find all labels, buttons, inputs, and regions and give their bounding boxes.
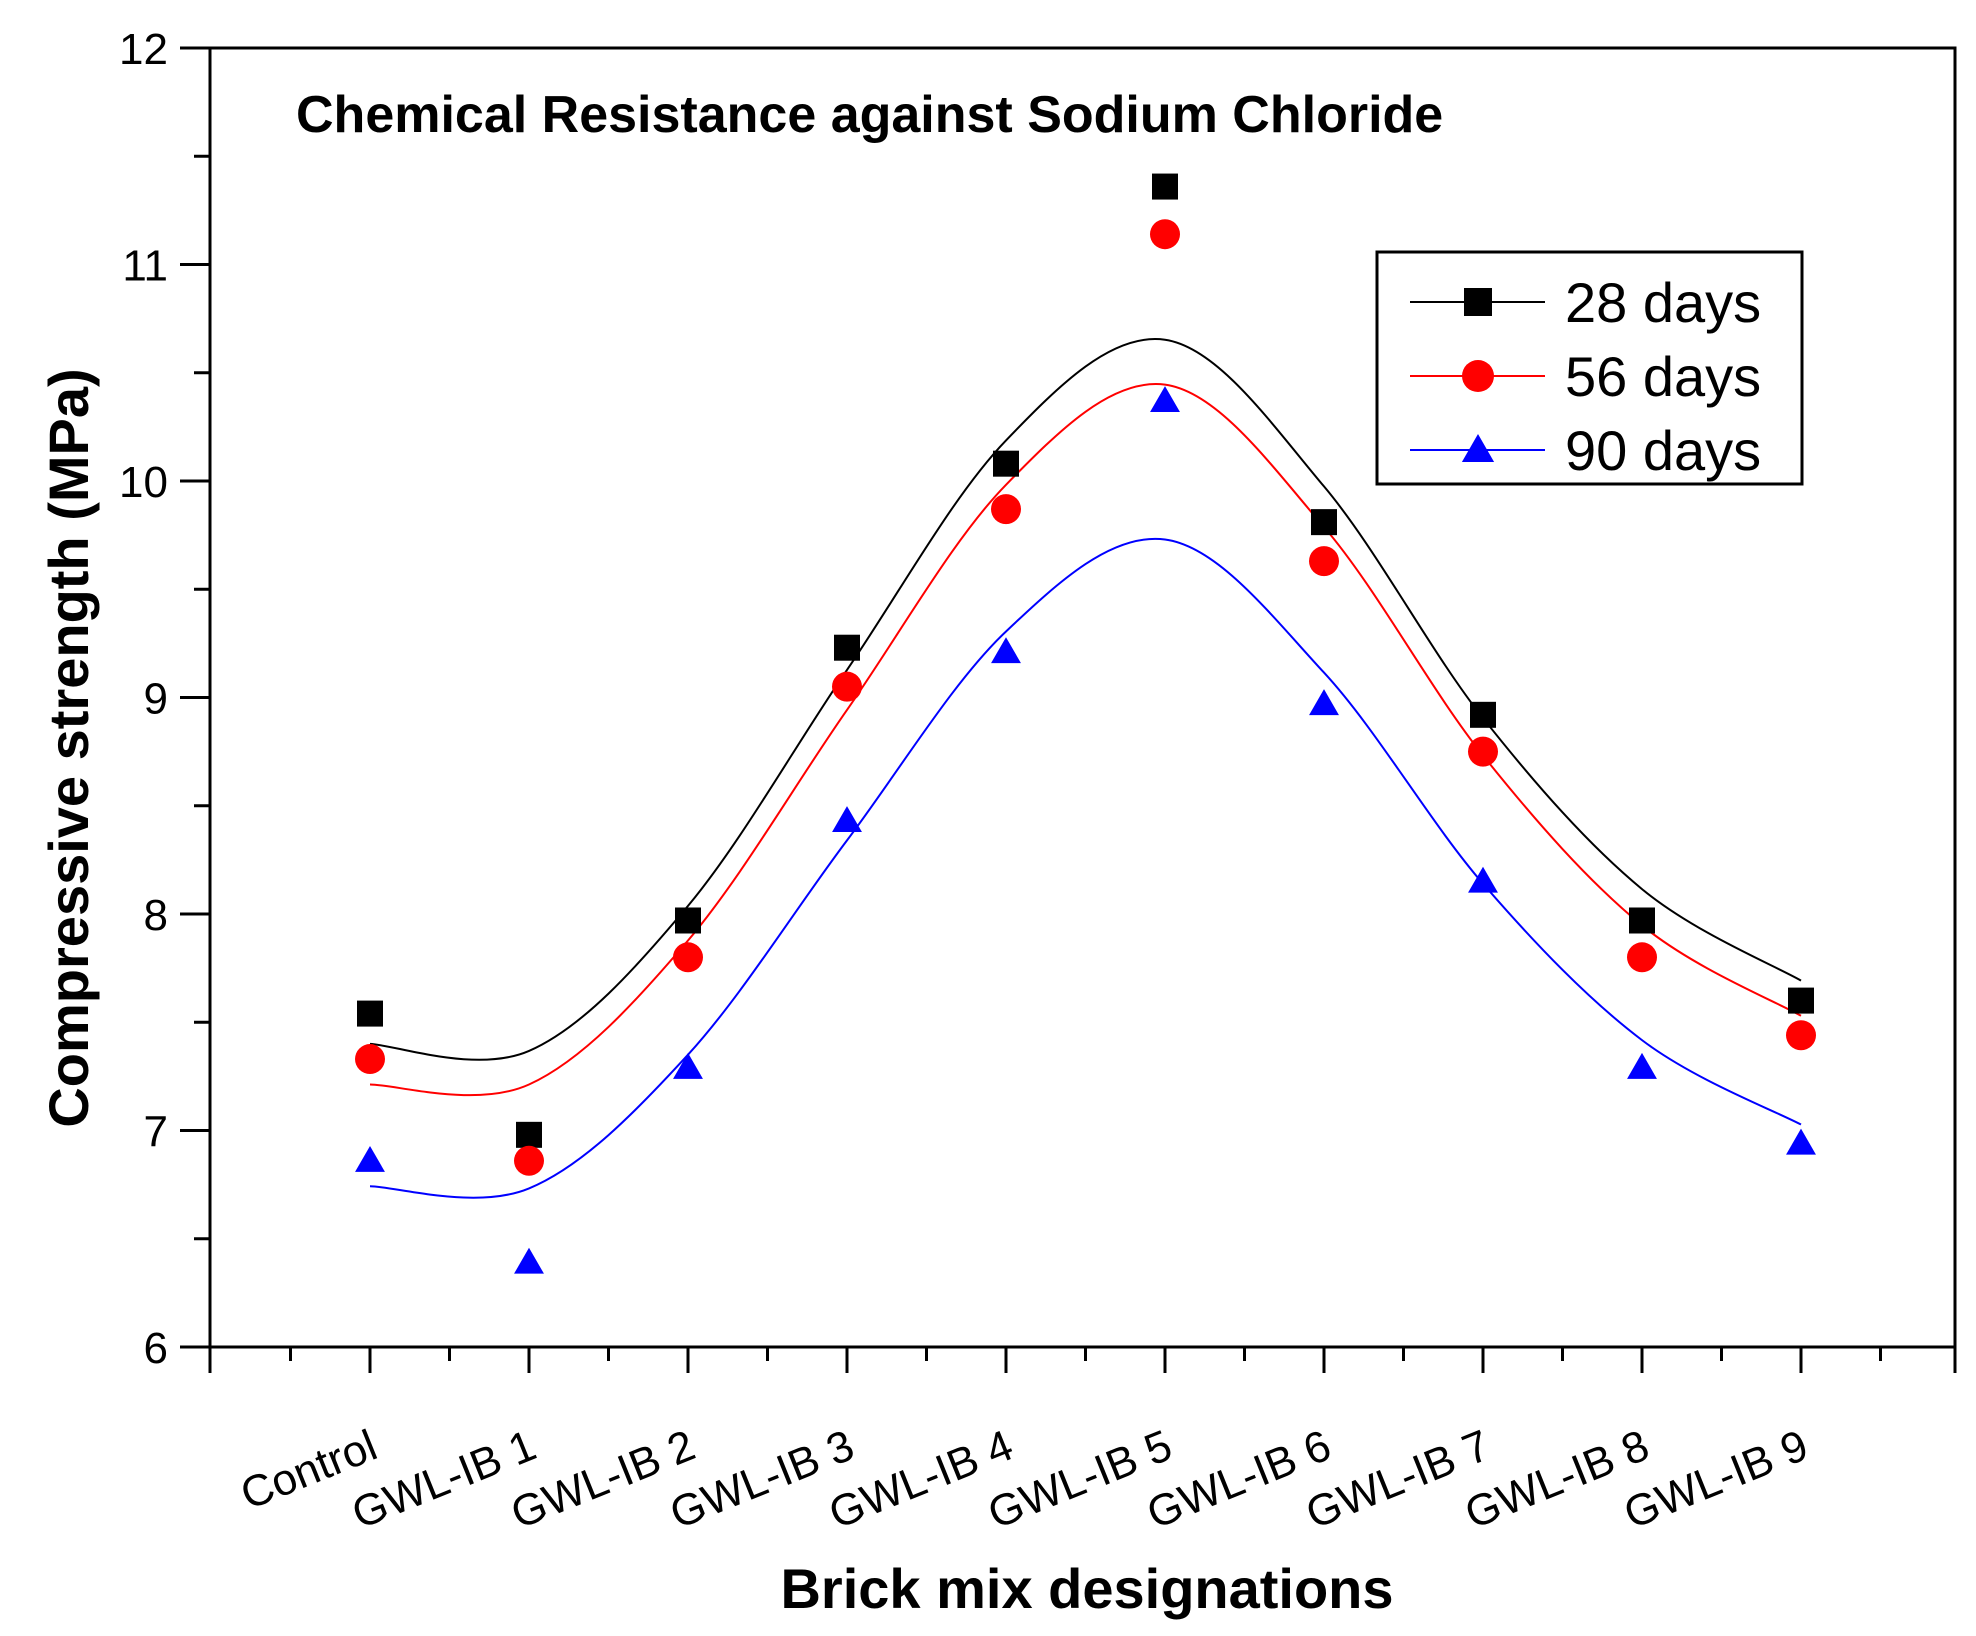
data-point [1627, 942, 1657, 973]
data-point [1309, 546, 1339, 577]
data-point [1150, 386, 1180, 413]
data-point [675, 907, 701, 934]
data-point [516, 1121, 542, 1148]
y-tick-label: 10 [119, 458, 168, 507]
legend-marker [1464, 288, 1492, 316]
chart-title: Chemical Resistance against Sodium Chlor… [296, 86, 1443, 144]
y-tick-label: 6 [144, 1324, 168, 1373]
data-point [1788, 987, 1814, 1014]
data-points [355, 173, 1816, 1274]
data-point [673, 942, 703, 973]
data-point [1311, 509, 1337, 536]
plot-frame [208, 46, 1957, 1349]
data-point [1786, 1128, 1816, 1155]
x-tick-label: GWL-IB 6 [1140, 1421, 1337, 1539]
x-tick-label: GWL-IB 1 [345, 1421, 542, 1539]
legend-items: 28 days 56 days 90 days [1410, 271, 1761, 482]
x-tick-label: GWL-IB 7 [1299, 1421, 1496, 1539]
legend-label: 90 days [1565, 419, 1761, 482]
fit-curve [369, 337, 1802, 1061]
y-axis: 6 7 8 9 10 11 12 [119, 25, 210, 1373]
data-point [834, 634, 860, 661]
data-point [993, 450, 1019, 477]
data-point [1786, 1020, 1816, 1051]
data-point [1152, 173, 1178, 200]
data-point [1627, 1052, 1657, 1079]
x-axis-title: Brick mix designations [780, 1557, 1393, 1620]
data-point [832, 671, 862, 702]
y-axis-title: Compressive strength (MPa) [37, 368, 100, 1127]
data-point [355, 1145, 385, 1172]
fit-curve [369, 383, 1802, 1097]
data-point [355, 1044, 385, 1075]
data-point [832, 806, 862, 833]
x-tick-label: GWL-IB 4 [822, 1421, 1019, 1539]
y-tick-label: 12 [119, 25, 168, 74]
x-tick-label: GWL-IB 9 [1617, 1421, 1814, 1539]
x-tick-label: GWL-IB 5 [981, 1421, 1178, 1539]
legend-label: 56 days [1565, 345, 1761, 408]
legend: 28 days 56 days 90 days [1375, 250, 1804, 486]
data-point [1468, 736, 1498, 767]
fit-curves [369, 337, 1802, 1199]
legend-marker [1462, 360, 1494, 392]
data-point [1629, 907, 1655, 934]
y-tick-label: 9 [144, 675, 168, 724]
data-point [991, 494, 1021, 525]
data-point [673, 1052, 703, 1079]
y-tick-label: 8 [144, 891, 168, 940]
y-tick-label: 7 [144, 1108, 168, 1157]
fit-curve [369, 537, 1802, 1199]
legend-marker [1461, 434, 1495, 462]
data-point [514, 1247, 544, 1274]
data-point [514, 1145, 544, 1176]
y-tick-label: 11 [122, 242, 168, 291]
legend-box [1375, 250, 1804, 486]
data-point [991, 637, 1021, 664]
data-point [1309, 689, 1339, 716]
legend-label: 28 days [1565, 271, 1761, 334]
x-tick-label: GWL-IB 2 [504, 1421, 701, 1539]
data-point [1470, 701, 1496, 728]
data-point [357, 1000, 383, 1027]
x-tick-label: GWL-IB 3 [663, 1421, 860, 1539]
data-point [1150, 219, 1180, 250]
data-point [1468, 866, 1498, 893]
x-tick-label: GWL-IB 8 [1458, 1421, 1655, 1539]
